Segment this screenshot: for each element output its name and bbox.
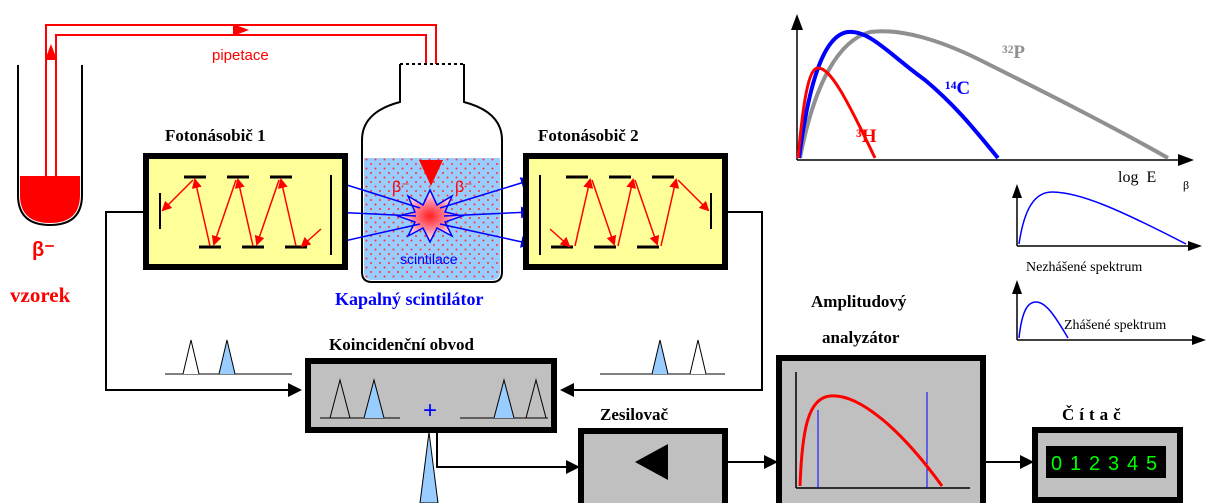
- unquenched-label: Nezhášené spektrum: [1026, 260, 1142, 275]
- scintilace-label: scintilace: [400, 251, 458, 267]
- sample-tube: [17, 65, 83, 227]
- scintillation-flash-icon: [395, 188, 465, 244]
- spectrum-c14: [797, 29, 1000, 160]
- analyzer-title-1: Amplitudový: [811, 292, 907, 311]
- counter-digit: 4: [1127, 453, 1138, 475]
- beta-right-label: β⁻: [455, 179, 473, 196]
- counter-digit: 5: [1146, 453, 1157, 475]
- amplifier-title: Zesilovač: [600, 405, 668, 424]
- kapalny-scintilator-label: Kapalný scintilátor: [335, 289, 484, 309]
- signal-wires: [105, 211, 1034, 474]
- amplifier-triangle-icon: [635, 444, 668, 480]
- photomultiplier-2: [523, 153, 728, 270]
- counter-digit: 0: [1051, 453, 1062, 475]
- pipette-arrow-up-icon: [45, 44, 57, 60]
- pipetace-label: pipetace: [212, 47, 269, 64]
- quenched-spectrum-plot: [1012, 280, 1206, 345]
- analyzer-title-2: analyzátor: [822, 328, 900, 347]
- spectrum-h3: [796, 66, 877, 159]
- pipette-drop-arrow-icon: [419, 160, 443, 186]
- spectrum-p32: [798, 29, 1169, 160]
- counter-digits: 0 1 2 3 4 5: [1051, 453, 1157, 475]
- beta-subscript: β: [1183, 178, 1189, 192]
- counter-digit: 2: [1089, 453, 1100, 475]
- counter-digit: 3: [1108, 453, 1119, 475]
- log-e-label: log E: [1118, 169, 1156, 186]
- amplitude-analyzer-box: [776, 355, 986, 503]
- beta-left-label: β⁻: [392, 179, 410, 196]
- beta-spectra-plot: [791, 14, 1194, 166]
- photomultiplier-1: [143, 153, 348, 270]
- output-pulse: [419, 431, 439, 503]
- plus-sign: +: [423, 397, 437, 424]
- h3-label: ³H: [856, 126, 877, 147]
- beta-minus-label: β⁻: [32, 239, 55, 261]
- c14-label: ¹⁴C: [945, 78, 970, 99]
- pulse-train-right: [600, 339, 725, 375]
- vzorek-label: vzorek: [10, 283, 71, 307]
- photomultiplier-2-title: Fotonásobič 2: [538, 126, 639, 145]
- pulse-train-left: [165, 339, 292, 375]
- photomultiplier-1-title: Fotonásobič 1: [165, 126, 266, 145]
- coincidence-circuit-box: [305, 358, 557, 433]
- counter-title: Čítač: [1062, 405, 1126, 424]
- counter-digit: 1: [1070, 453, 1081, 475]
- counter-box: [1032, 427, 1183, 503]
- p32-label: ³²P: [1002, 42, 1025, 63]
- pipette-arrow-right-icon: [233, 24, 249, 36]
- amplifier-box: [578, 428, 728, 503]
- unquenched-spectrum-plot: [1012, 184, 1202, 251]
- quenched-label: Zhášené spektrum: [1064, 318, 1166, 333]
- coincidence-title: Koincidenční obvod: [329, 335, 475, 354]
